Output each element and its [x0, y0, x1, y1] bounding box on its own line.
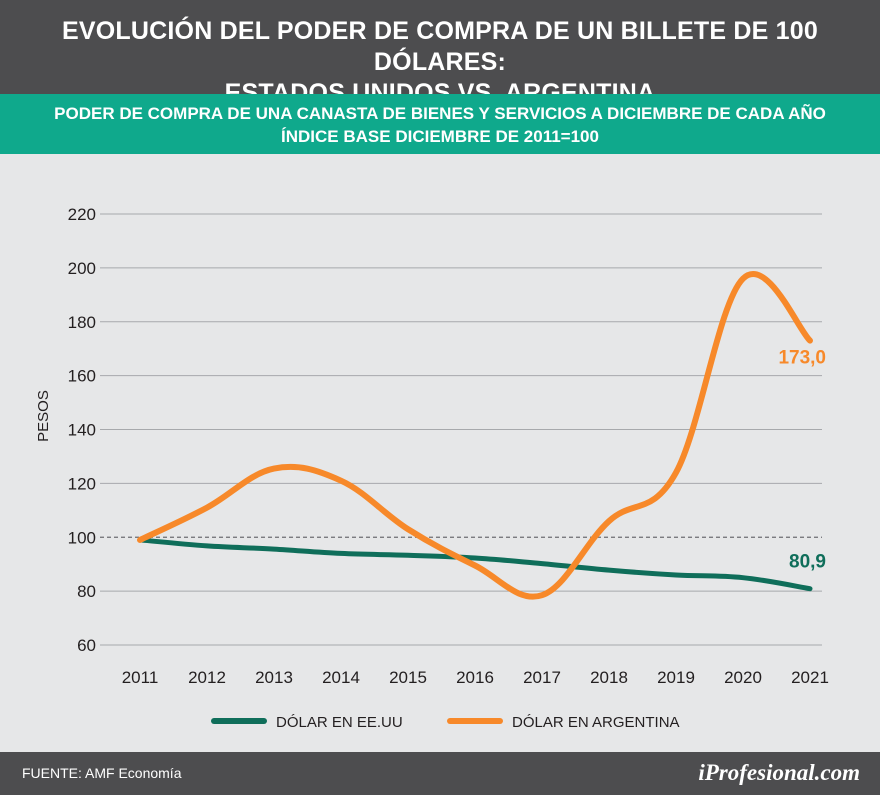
title-line-1: EVOLUCIÓN DEL PODER DE COMPRA DE UN BILL… [62, 17, 818, 76]
x-tick-label: 2017 [523, 668, 561, 687]
x-tick-label: 2021 [791, 668, 829, 687]
y-tick-label: 200 [68, 259, 96, 278]
line-chart: 60 80 100 120 140 160 180 200 220 2011 2012 2013 20… [35, 205, 829, 731]
y-tick-label: 100 [68, 528, 96, 547]
y-tick-label: 160 [68, 367, 96, 386]
y-tick-label: 180 [68, 313, 96, 332]
y-tick-label: 80 [77, 582, 96, 601]
series-line-argentina [137, 271, 813, 600]
y-tick-label: 220 [68, 205, 96, 224]
y-axis-label: PESOS [35, 390, 52, 442]
end-value-label: 173,0 [778, 348, 826, 369]
x-tick-label: 2011 [122, 668, 159, 687]
x-tick-label: 2016 [456, 668, 494, 687]
y-tick-label: 120 [68, 474, 96, 493]
x-tick-label: 2014 [322, 668, 360, 687]
source-note: FUENTE: AMF Economía [22, 765, 182, 781]
footer-bar: FUENTE: AMF Economía iProfesional.com [0, 752, 880, 795]
x-tick-label: 2013 [255, 668, 293, 687]
y-tick-label: 60 [77, 636, 96, 655]
end-value-label: 80,9 [789, 552, 826, 573]
x-tick-label: 2020 [724, 668, 762, 687]
brand-logo: iProfesional.com [698, 760, 860, 785]
title-banner: EVOLUCIÓN DEL PODER DE COMPRA DE UN BILL… [0, 0, 880, 107]
legend-label: DÓLAR EN ARGENTINA [512, 714, 680, 731]
subtitle-line-1: PODER DE COMPRA DE UNA CANASTA DE BIENES… [54, 104, 826, 123]
x-tick-label: 2012 [188, 668, 226, 687]
y-tick-label: 140 [68, 421, 96, 440]
subtitle-line-2: ÍNDICE BASE DICIEMBRE DE 2011=100 [281, 127, 599, 146]
legend-label: DÓLAR EN EE.UU [276, 714, 403, 731]
subtitle-banner: PODER DE COMPRA DE UNA CANASTA DE BIENES… [0, 94, 880, 154]
x-tick-label: 2019 [657, 668, 695, 687]
x-tick-label: 2015 [389, 668, 427, 687]
x-tick-label: 2018 [590, 668, 628, 687]
